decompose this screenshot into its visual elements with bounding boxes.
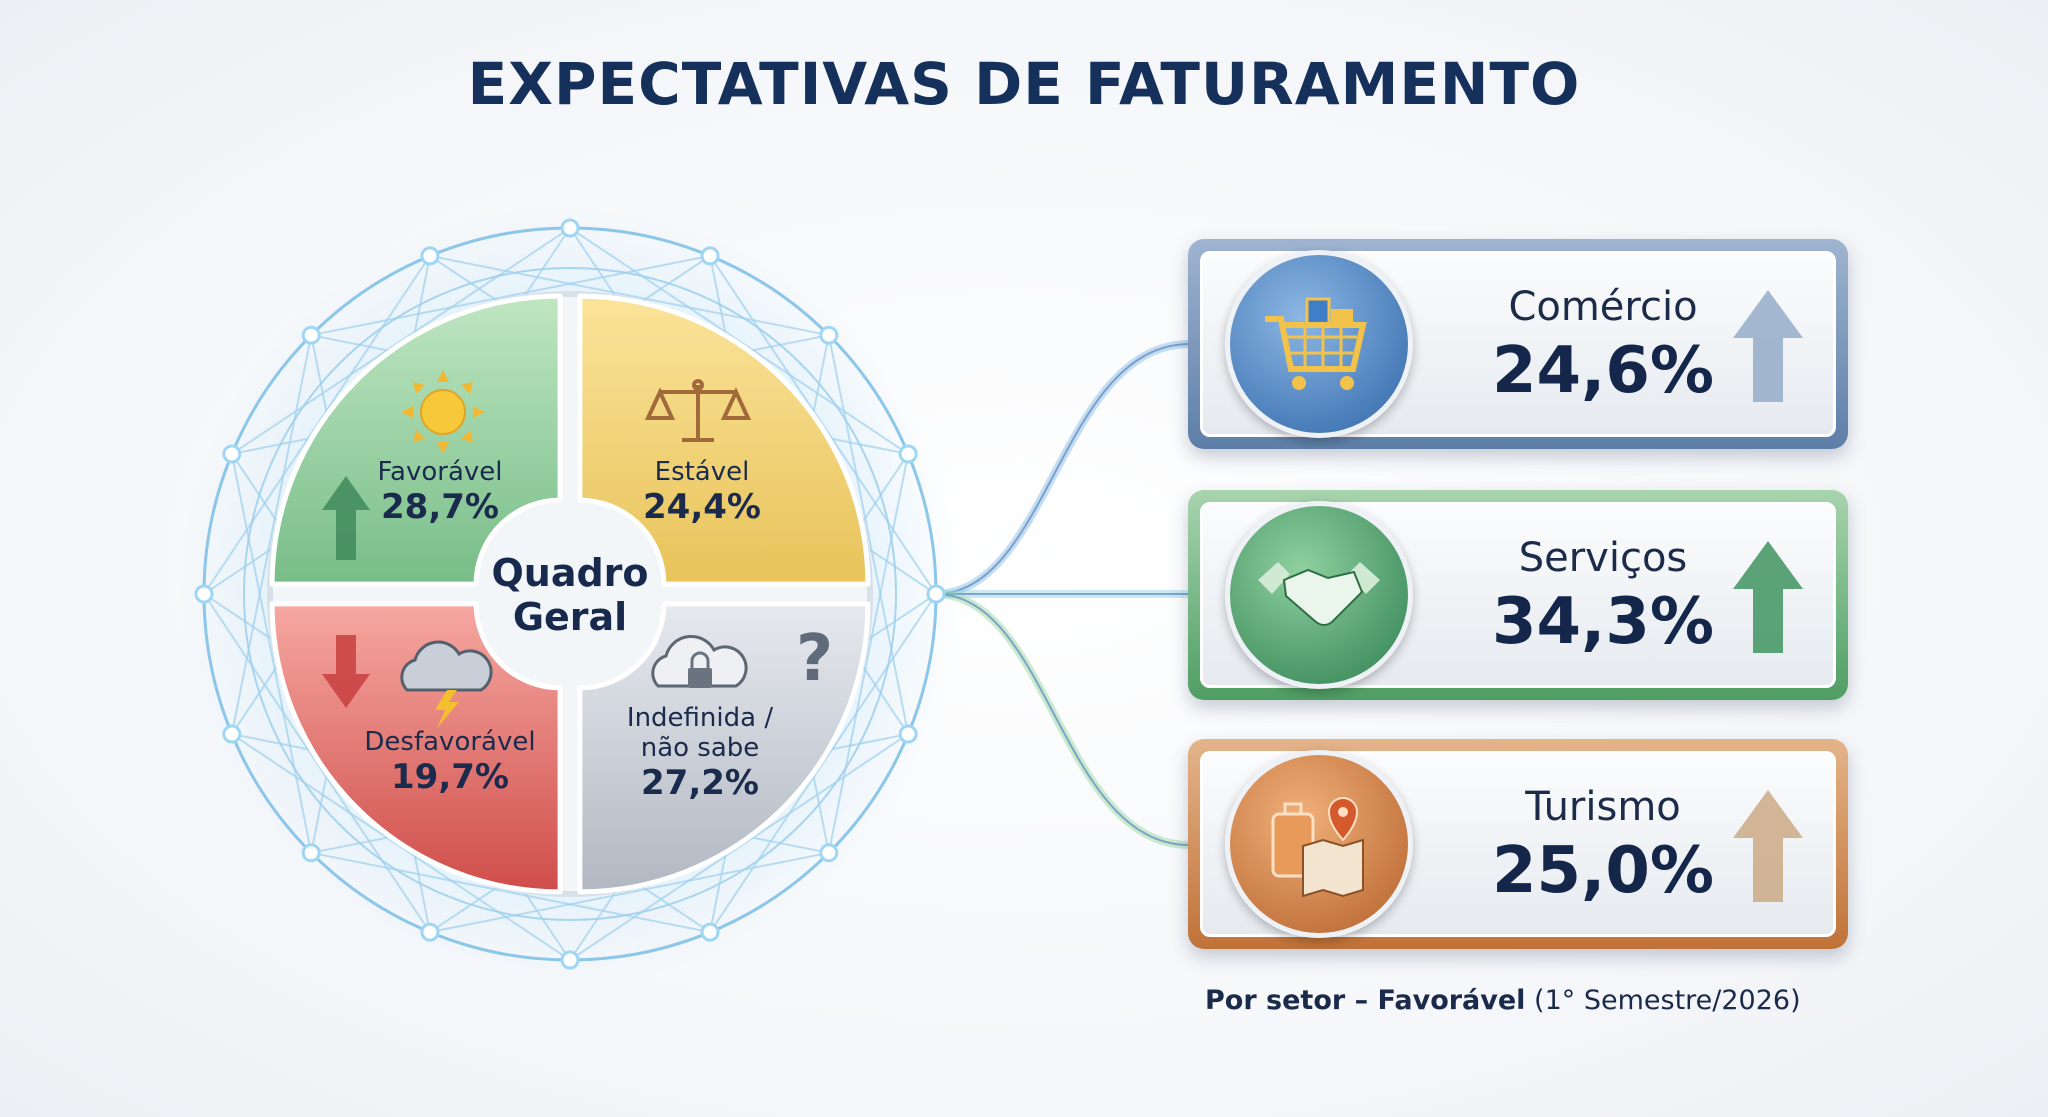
network-node — [222, 444, 242, 464]
quadrant-label: Desfavorável — [364, 727, 536, 757]
network-line — [429, 851, 829, 934]
network-node — [560, 218, 580, 238]
center-label: Quadro Geral — [470, 551, 670, 639]
network-node — [819, 325, 839, 345]
quadrant-shape — [577, 293, 871, 587]
quadrant-label: não sabe — [640, 732, 760, 763]
center-label-line: Quadro — [491, 551, 649, 595]
footnote-bold: Por setor – Favorável — [1205, 985, 1526, 1016]
quadrant-value: 27,2% — [641, 762, 759, 803]
quadrant-label: Indefinida / — [626, 703, 774, 733]
down-arrow-icon — [322, 635, 370, 708]
connector-line — [934, 590, 1191, 849]
network-line — [203, 593, 431, 933]
sector-name: Serviços — [1518, 535, 1688, 581]
handshake-icon — [1225, 501, 1413, 689]
network-node — [898, 724, 918, 744]
network-line — [231, 733, 571, 961]
sector-card-servicos: Serviços 34,3% — [1188, 490, 1848, 700]
sector-name: Comércio — [1508, 284, 1698, 330]
question-mark-icon: ? — [796, 622, 833, 696]
network-line — [827, 335, 910, 735]
network-line — [709, 255, 937, 595]
network-line — [230, 453, 313, 853]
footnote: Por setor – Favorável (1° Semestre/2026) — [1205, 985, 1801, 1016]
network-node — [700, 922, 720, 942]
network-node — [560, 950, 580, 970]
network-line — [569, 733, 909, 961]
sector-card-turismo: Turismo 25,0% — [1188, 739, 1848, 949]
quadrant-value: 28,7% — [381, 486, 499, 527]
network-line — [230, 335, 313, 735]
network-node — [926, 584, 946, 604]
scale-icon — [644, 379, 752, 442]
network-line — [709, 593, 937, 933]
network-node — [420, 922, 440, 942]
sector-value: 34,3% — [1491, 585, 1715, 659]
network-node — [222, 724, 242, 744]
storm-cloud-icon — [400, 640, 493, 728]
sector-name: Turismo — [1525, 784, 1681, 830]
network-node — [301, 325, 321, 345]
center-label-line: Geral — [512, 594, 628, 639]
network-line — [827, 453, 910, 853]
network-node — [301, 843, 321, 863]
connector-line — [934, 343, 1191, 595]
shopping-cart-icon — [1225, 250, 1413, 438]
network-node — [700, 246, 720, 266]
network-line — [231, 227, 571, 455]
luggage-map-icon — [1225, 750, 1413, 938]
network-line — [429, 254, 829, 337]
up-arrow-icon — [322, 476, 370, 560]
sector-card-comercio: Comércio 24,6% — [1188, 239, 1848, 449]
quadrant-value: 19,7% — [391, 756, 509, 797]
up-arrow-icon — [1733, 541, 1803, 653]
quadrant-label: Favorável — [377, 457, 503, 487]
quadrant-value: 24,4% — [643, 486, 761, 527]
up-arrow-icon — [1733, 290, 1803, 402]
network-line — [569, 227, 909, 455]
quadrant-indefinida: Indefinida / não sabe 27,2% — [600, 703, 800, 803]
up-arrow-icon — [1733, 790, 1803, 902]
network-line — [311, 254, 711, 337]
quadrant-favoravel: Favorável 28,7% — [350, 457, 530, 527]
page-title: EXPECTATIVAS DE FATURAMENTO — [467, 50, 1581, 118]
cloud-lock-icon — [651, 634, 748, 688]
sun-icon — [401, 370, 485, 454]
connector-lines — [934, 340, 1191, 849]
sector-value: 24,6% — [1491, 334, 1715, 408]
network-line — [203, 255, 431, 595]
quadrant-label: Estável — [654, 457, 750, 487]
connector-line — [934, 340, 1191, 598]
network-node — [819, 843, 839, 863]
network-node — [898, 444, 918, 464]
quadrant-estavel: Estável 24,4% — [612, 457, 792, 527]
connector-line — [934, 593, 1191, 846]
network-circle — [243, 267, 897, 921]
sector-value: 25,0% — [1491, 834, 1715, 908]
footnote-period: (1° Semestre/2026) — [1534, 985, 1801, 1016]
quadrant-desfavoravel: Desfavorável 19,7% — [340, 727, 560, 797]
network-line — [311, 851, 711, 934]
network-node — [194, 584, 214, 604]
network-node — [420, 246, 440, 266]
